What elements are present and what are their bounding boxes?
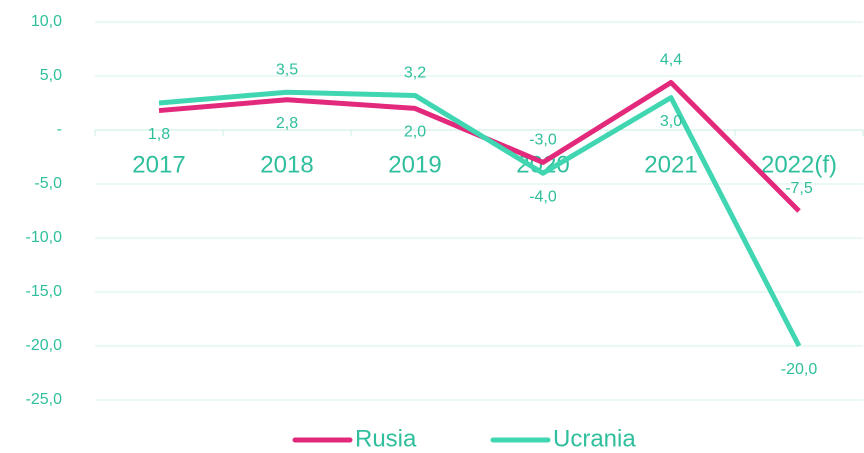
data-label: 1,8 (148, 126, 170, 143)
data-label: -4,0 (529, 188, 557, 205)
data-label: 4,4 (660, 52, 682, 69)
series-line (158, 79, 801, 213)
y-tick-label: -25,0 (26, 391, 63, 408)
y-tick-label: - (57, 121, 62, 138)
data-label: 2,0 (404, 124, 426, 141)
x-tick-label: 2018 (260, 151, 313, 178)
data-label: 2,8 (276, 115, 298, 132)
data-label: 3,0 (660, 113, 682, 130)
y-tick-label: 10,0 (31, 13, 62, 30)
y-tick-label: -20,0 (26, 337, 63, 354)
y-tick-label: -15,0 (26, 283, 63, 300)
data-label: -20,0 (781, 361, 818, 378)
data-label: 3,5 (276, 61, 298, 78)
x-tick-label: 2019 (388, 151, 441, 178)
data-label: -3,0 (529, 132, 557, 149)
y-tick-label: 5,0 (40, 67, 62, 84)
series-line (158, 89, 802, 348)
x-tick-label: 2021 (644, 151, 697, 178)
x-tick-label: 2022(f) (761, 151, 837, 178)
y-tick-label: -5,0 (34, 175, 62, 192)
x-tick-label: 2017 (132, 151, 185, 178)
y-tick-label: -10,0 (26, 229, 63, 246)
data-label: -7,5 (785, 180, 813, 197)
legend-label: Rusia (355, 425, 417, 452)
data-label: 3,2 (404, 65, 426, 82)
legend-label: Ucrania (553, 425, 636, 452)
